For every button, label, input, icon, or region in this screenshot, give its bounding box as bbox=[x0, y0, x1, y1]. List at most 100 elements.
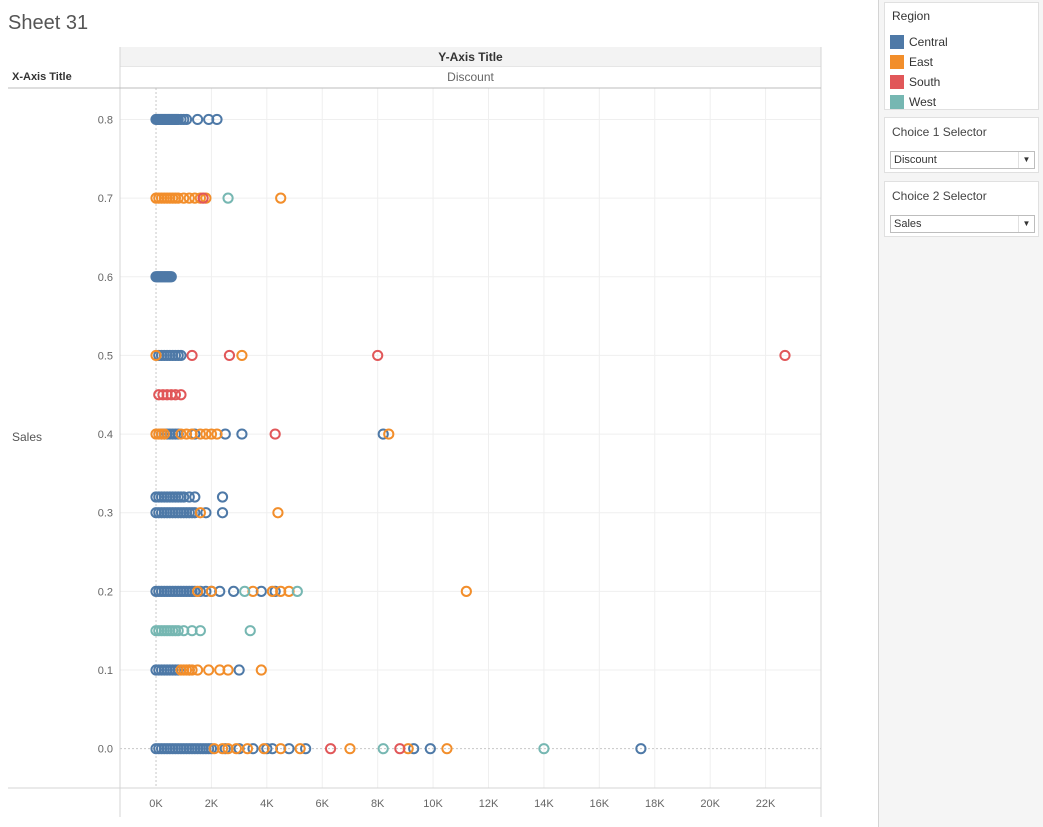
data-point[interactable] bbox=[538, 743, 550, 755]
data-point[interactable] bbox=[269, 428, 281, 440]
series-central bbox=[150, 113, 647, 755]
data-point[interactable] bbox=[223, 349, 236, 362]
data-point[interactable] bbox=[424, 743, 436, 755]
x-tick-label: 0K bbox=[149, 798, 163, 810]
data-point[interactable] bbox=[383, 428, 395, 440]
data-point[interactable] bbox=[191, 585, 204, 597]
data-point[interactable] bbox=[183, 491, 195, 503]
data-point[interactable] bbox=[186, 664, 198, 676]
column-axis-title: Y-Axis Title bbox=[120, 47, 821, 67]
data-point[interactable] bbox=[186, 349, 198, 362]
data-point[interactable] bbox=[239, 585, 251, 597]
legend-item-south[interactable]: South bbox=[890, 74, 940, 90]
data-point[interactable] bbox=[460, 585, 472, 597]
data-point[interactable] bbox=[236, 428, 248, 440]
data-point[interactable] bbox=[377, 428, 389, 440]
data-point[interactable] bbox=[394, 743, 406, 755]
data-point[interactable] bbox=[175, 349, 187, 362]
data-point[interactable] bbox=[247, 743, 259, 755]
data-point[interactable] bbox=[180, 113, 193, 126]
data-point[interactable] bbox=[178, 192, 190, 204]
data-point[interactable] bbox=[211, 113, 223, 126]
x-tick-label: 4K bbox=[260, 798, 274, 810]
data-point[interactable] bbox=[272, 507, 284, 519]
legend-swatch bbox=[890, 95, 904, 109]
data-point[interactable] bbox=[158, 428, 170, 440]
data-point[interactable] bbox=[216, 743, 229, 755]
data-point[interactable] bbox=[197, 192, 209, 204]
y-tick-label: 0.2 bbox=[98, 586, 113, 598]
choice-2-dropdown[interactable]: Sales ▼ bbox=[890, 215, 1035, 233]
data-point[interactable] bbox=[189, 491, 201, 503]
choice-2-selector: Choice 2 Selector Sales ▼ bbox=[884, 181, 1039, 237]
data-point[interactable] bbox=[172, 192, 184, 204]
data-point[interactable] bbox=[194, 428, 206, 440]
data-point[interactable] bbox=[779, 349, 791, 362]
data-point[interactable] bbox=[222, 192, 234, 204]
data-point[interactable] bbox=[324, 743, 337, 755]
data-point[interactable] bbox=[200, 428, 212, 440]
data-point[interactable] bbox=[205, 585, 218, 597]
data-point[interactable] bbox=[258, 743, 270, 755]
data-point[interactable] bbox=[194, 507, 206, 519]
dropdown-value: Sales bbox=[894, 218, 922, 230]
data-point[interactable] bbox=[194, 625, 206, 637]
choice-1-dropdown[interactable]: Discount ▼ bbox=[890, 151, 1035, 169]
data-point[interactable] bbox=[175, 428, 187, 440]
data-point[interactable] bbox=[372, 349, 384, 362]
data-point[interactable] bbox=[165, 271, 177, 283]
marks-layer[interactable] bbox=[150, 113, 791, 755]
data-point[interactable] bbox=[228, 585, 240, 597]
data-point[interactable] bbox=[275, 192, 287, 204]
data-point[interactable] bbox=[183, 192, 195, 204]
data-point[interactable] bbox=[635, 743, 647, 755]
data-point[interactable] bbox=[275, 743, 287, 755]
y-tick-label: 0.5 bbox=[98, 350, 113, 362]
data-point[interactable] bbox=[294, 743, 306, 755]
data-point[interactable] bbox=[178, 491, 190, 503]
y-tick-label: 0.0 bbox=[98, 744, 113, 756]
data-point[interactable] bbox=[180, 428, 193, 440]
scatter-chart[interactable]: 0K 2K 4K 6K 8K 10K 12K 14K 16K 18K 20K 22K 0.0 0.1 0.2… bbox=[0, 0, 878, 827]
data-point[interactable] bbox=[205, 428, 218, 440]
data-point[interactable] bbox=[211, 428, 223, 440]
data-point[interactable] bbox=[191, 113, 204, 126]
data-point[interactable] bbox=[255, 664, 267, 676]
data-point[interactable] bbox=[150, 349, 162, 362]
data-point[interactable] bbox=[172, 625, 184, 637]
data-point[interactable] bbox=[175, 389, 187, 401]
data-point[interactable] bbox=[241, 743, 254, 755]
row-field-label: Sales bbox=[12, 430, 43, 444]
data-point[interactable] bbox=[344, 743, 356, 755]
data-point[interactable] bbox=[236, 349, 248, 362]
tick-labels: 0K 2K 4K 6K 8K 10K 12K 14K 16K 18K 20K 22K 0.0 0.1 0.2… bbox=[98, 114, 776, 810]
selector-title: Choice 1 Selector bbox=[892, 125, 987, 139]
data-point[interactable] bbox=[291, 585, 303, 597]
data-point[interactable] bbox=[191, 664, 204, 676]
data-point[interactable] bbox=[441, 743, 453, 755]
data-point[interactable] bbox=[189, 507, 201, 519]
choice-1-selector: Choice 1 Selector Discount ▼ bbox=[884, 117, 1039, 173]
region-legend[interactable]: Region Central East South West bbox=[884, 2, 1039, 110]
data-point[interactable] bbox=[203, 664, 215, 676]
series-south bbox=[153, 192, 791, 755]
data-point[interactable] bbox=[169, 389, 182, 401]
legend-item-east[interactable]: East bbox=[890, 54, 933, 70]
chevron-down-icon[interactable]: ▼ bbox=[1018, 152, 1034, 168]
data-point[interactable] bbox=[377, 743, 389, 755]
data-point[interactable] bbox=[216, 491, 229, 503]
x-tick-label: 12K bbox=[479, 798, 499, 810]
data-point[interactable] bbox=[222, 664, 234, 676]
data-point[interactable] bbox=[300, 743, 312, 755]
data-point[interactable] bbox=[216, 507, 229, 519]
chevron-down-icon[interactable]: ▼ bbox=[1018, 216, 1034, 232]
legend-item-central[interactable]: Central bbox=[890, 34, 948, 50]
data-point[interactable] bbox=[408, 743, 420, 755]
legend-item-label: West bbox=[909, 95, 937, 109]
data-point[interactable] bbox=[230, 743, 242, 755]
data-point[interactable] bbox=[244, 625, 256, 637]
data-point[interactable] bbox=[200, 507, 212, 519]
data-point[interactable] bbox=[233, 664, 245, 676]
legend-item-west[interactable]: West bbox=[890, 94, 936, 110]
row-axis-title: X-Axis Title bbox=[12, 71, 72, 83]
